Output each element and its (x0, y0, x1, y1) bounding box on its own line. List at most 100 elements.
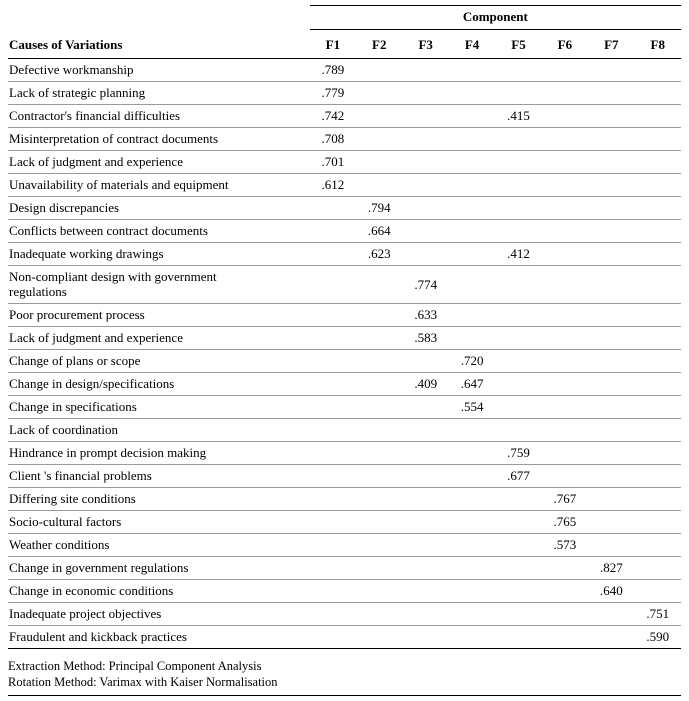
column-header-f1: F1 (309, 29, 357, 59)
loading-value-f2 (356, 464, 403, 488)
loading-value-f8 (634, 242, 681, 266)
loading-value-f3 (402, 127, 449, 151)
loading-value-f7 (588, 326, 635, 350)
loading-value-f8 (634, 58, 681, 82)
loading-value-f5: .415 (495, 104, 542, 128)
loading-value-f5 (495, 487, 542, 511)
column-header-f3: F3 (402, 29, 449, 59)
loading-value-f8 (634, 395, 681, 419)
table-row: Lack of strategic planning .779 (8, 81, 681, 105)
row-label: Client 's financial problems (8, 464, 310, 488)
loading-value-f6 (541, 81, 589, 105)
loading-value-f4 (448, 242, 496, 266)
loading-value-f4 (448, 579, 496, 603)
loading-value-f8 (634, 326, 681, 350)
loading-value-f7 (588, 303, 635, 327)
loading-value-f4 (448, 219, 496, 243)
loading-value-f5 (495, 196, 542, 220)
loading-value-f7 (588, 602, 635, 626)
loading-value-f3 (402, 602, 449, 626)
loading-value-f8 (634, 81, 681, 105)
loading-value-f2 (356, 395, 403, 419)
loading-value-f1 (309, 326, 357, 350)
loading-value-f6 (541, 58, 589, 82)
loading-value-f6 (541, 418, 589, 442)
loading-value-f1: .701 (309, 150, 357, 174)
loading-value-f3 (402, 150, 449, 174)
loading-value-f4 (448, 533, 496, 557)
loading-value-f5 (495, 372, 542, 396)
loading-value-f6 (541, 602, 589, 626)
loading-value-f2 (356, 625, 403, 649)
loading-value-f8 (634, 150, 681, 174)
loading-value-f6 (541, 150, 589, 174)
loading-value-f7 (588, 265, 635, 304)
row-label: Socio-cultural factors (8, 510, 310, 534)
loading-value-f4 (448, 326, 496, 350)
loading-value-f6 (541, 104, 589, 128)
loading-value-f4 (448, 464, 496, 488)
loading-value-f3 (402, 242, 449, 266)
row-label: Change in government regulations (8, 556, 310, 580)
loading-value-f2 (356, 602, 403, 626)
loading-value-f5 (495, 81, 542, 105)
loading-value-f5 (495, 219, 542, 243)
table-row: Lack of coordination (8, 418, 681, 442)
loading-value-f8 (634, 303, 681, 327)
loading-value-f1 (309, 487, 357, 511)
loading-value-f3 (402, 219, 449, 243)
column-header-f6: F6 (541, 29, 589, 59)
loading-value-f8 (634, 510, 681, 534)
loading-value-f1 (309, 265, 357, 304)
row-label: Lack of judgment and experience (8, 326, 310, 350)
loading-value-f3 (402, 510, 449, 534)
loading-value-f1 (309, 395, 357, 419)
column-header-f5: F5 (495, 29, 542, 59)
loading-value-f7 (588, 127, 635, 151)
loading-value-f8 (634, 265, 681, 304)
loading-value-f8 (634, 533, 681, 557)
row-label: Change in specifications (8, 395, 310, 419)
row-label: Weather conditions (8, 533, 310, 557)
loading-value-f6 (541, 127, 589, 151)
loading-value-f6 (541, 242, 589, 266)
loading-value-f8 (634, 196, 681, 220)
loading-value-f4 (448, 303, 496, 327)
loading-value-f1: .789 (309, 58, 357, 82)
loading-value-f3 (402, 418, 449, 442)
loading-value-f7 (588, 510, 635, 534)
table-row: Change in economic conditions .640 (8, 579, 681, 603)
table-row: Fraudulent and kickback practices .590 (8, 625, 681, 649)
loading-value-f4 (448, 127, 496, 151)
loading-value-f8 (634, 127, 681, 151)
loading-value-f1 (309, 533, 357, 557)
row-label: Change in economic conditions (8, 579, 310, 603)
loading-value-f4 (448, 104, 496, 128)
loading-value-f1 (309, 372, 357, 396)
loading-value-f2: .623 (356, 242, 403, 266)
loading-value-f5 (495, 150, 542, 174)
loading-value-f6 (541, 265, 589, 304)
loading-value-f6 (541, 173, 589, 197)
loading-value-f8 (634, 579, 681, 603)
loading-value-f4 (448, 58, 496, 82)
loading-value-f7 (588, 372, 635, 396)
loading-value-f7 (588, 81, 635, 105)
loading-value-f4 (448, 602, 496, 626)
loading-value-f8 (634, 372, 681, 396)
loading-value-f3 (402, 104, 449, 128)
loading-value-f5 (495, 579, 542, 603)
loading-value-f2 (356, 265, 403, 304)
loading-value-f5 (495, 625, 542, 649)
loading-value-f2 (356, 303, 403, 327)
loading-value-f3 (402, 58, 449, 82)
loading-value-f3 (402, 196, 449, 220)
table-row: Misinterpretation of contract documents.… (8, 127, 681, 151)
loading-value-f4 (448, 173, 496, 197)
column-header-f4: F4 (448, 29, 496, 59)
loading-value-f7 (588, 104, 635, 128)
loading-value-f1 (309, 441, 357, 465)
loading-value-f7 (588, 395, 635, 419)
loading-value-f7: .827 (588, 556, 635, 580)
